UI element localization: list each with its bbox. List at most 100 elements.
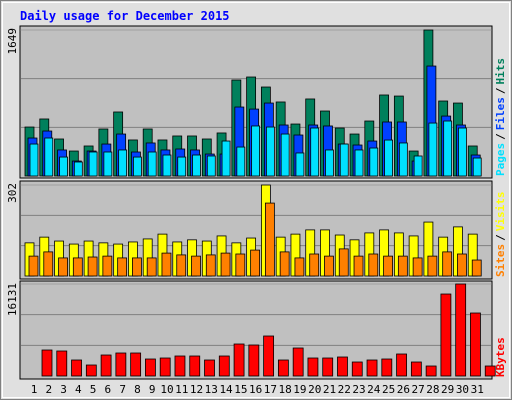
bar <box>280 133 290 177</box>
bar <box>396 353 407 377</box>
bar <box>220 252 231 277</box>
bar <box>248 344 260 377</box>
bar <box>277 359 289 377</box>
bar <box>189 355 201 377</box>
legend: Sites / Visits <box>494 192 507 278</box>
bar <box>398 142 408 177</box>
bar <box>354 149 364 177</box>
bar <box>85 364 97 377</box>
bar <box>118 149 128 177</box>
bar <box>115 352 127 377</box>
bar <box>176 254 187 277</box>
legend-entry: Pages <box>494 143 507 176</box>
bar <box>339 143 349 177</box>
legend: KBytes <box>494 337 507 377</box>
bar <box>427 255 438 277</box>
y-tick-label: 16131 <box>6 283 19 316</box>
x-tick-label: 19 <box>293 383 306 396</box>
bar <box>381 358 393 377</box>
x-tick-label: 16 <box>249 383 262 396</box>
bar <box>204 359 215 377</box>
bar <box>351 361 363 377</box>
bar <box>43 251 54 277</box>
bar <box>41 349 53 377</box>
bar <box>470 312 481 377</box>
bar <box>235 253 246 277</box>
bar <box>322 357 334 377</box>
x-tick-label: 1 <box>31 383 38 396</box>
bar <box>56 350 68 377</box>
x-tick-label: 18 <box>279 383 292 396</box>
bar <box>162 154 172 177</box>
bar <box>58 257 68 277</box>
bar <box>324 255 334 277</box>
bar <box>428 122 438 177</box>
bar <box>130 352 142 377</box>
bar <box>307 357 319 377</box>
bar <box>309 253 320 277</box>
bar <box>191 255 201 277</box>
bar <box>146 257 157 277</box>
legend: Pages / Files / Hits <box>494 58 507 176</box>
x-tick-label: 7 <box>119 383 126 396</box>
bar <box>102 255 113 277</box>
bar <box>29 143 39 177</box>
chart-title: Daily usage for December 2015 <box>20 9 230 23</box>
bar <box>442 251 453 277</box>
x-tick-label: 20 <box>308 383 321 396</box>
bar <box>71 359 82 377</box>
bar <box>265 126 275 177</box>
x-tick-label: 31 <box>471 383 484 396</box>
bar <box>88 151 98 177</box>
bar <box>250 249 261 277</box>
bar <box>205 254 216 277</box>
x-tick-label: 30 <box>456 383 469 396</box>
legend-entry: Hits <box>494 58 507 85</box>
x-tick-label: 17 <box>264 383 277 396</box>
x-tick-label: 5 <box>90 383 97 396</box>
x-tick-label: 9 <box>149 383 156 396</box>
bar <box>369 147 379 177</box>
bar <box>147 151 157 177</box>
bar <box>159 357 171 377</box>
bar <box>338 248 349 277</box>
legend-entry: KBytes <box>494 337 507 377</box>
y-tick-label: 1649 <box>6 28 19 55</box>
bar <box>87 256 98 277</box>
bar <box>368 253 379 277</box>
legend-separator: / <box>494 87 507 94</box>
bar <box>44 137 54 177</box>
bar <box>471 259 482 277</box>
bar <box>410 361 422 377</box>
x-tick-label: 25 <box>382 383 395 396</box>
x-tick-label: 3 <box>60 383 67 396</box>
bar <box>294 257 305 277</box>
x-tick-label: 28 <box>426 383 439 396</box>
bar <box>279 251 290 277</box>
x-tick-label: 2 <box>45 383 52 396</box>
bar <box>73 161 83 177</box>
bar <box>221 140 231 177</box>
bar <box>310 127 320 177</box>
bar <box>251 125 261 177</box>
bar <box>457 253 467 277</box>
y-tick-label: 302 <box>6 183 19 203</box>
bar <box>443 120 453 177</box>
bar <box>384 139 393 177</box>
x-tick-label: 10 <box>160 383 173 396</box>
bar <box>233 343 245 377</box>
bar <box>295 152 305 177</box>
x-tick-label: 12 <box>190 383 203 396</box>
x-tick-label: 13 <box>205 383 218 396</box>
bar <box>133 156 142 177</box>
bar <box>177 156 187 177</box>
bar <box>206 155 216 177</box>
bar <box>28 255 39 277</box>
bar <box>292 347 304 377</box>
bar <box>264 202 275 277</box>
bar <box>145 358 156 377</box>
legend-entry: Visits <box>494 192 507 232</box>
bar <box>218 355 230 377</box>
bar <box>325 149 334 177</box>
